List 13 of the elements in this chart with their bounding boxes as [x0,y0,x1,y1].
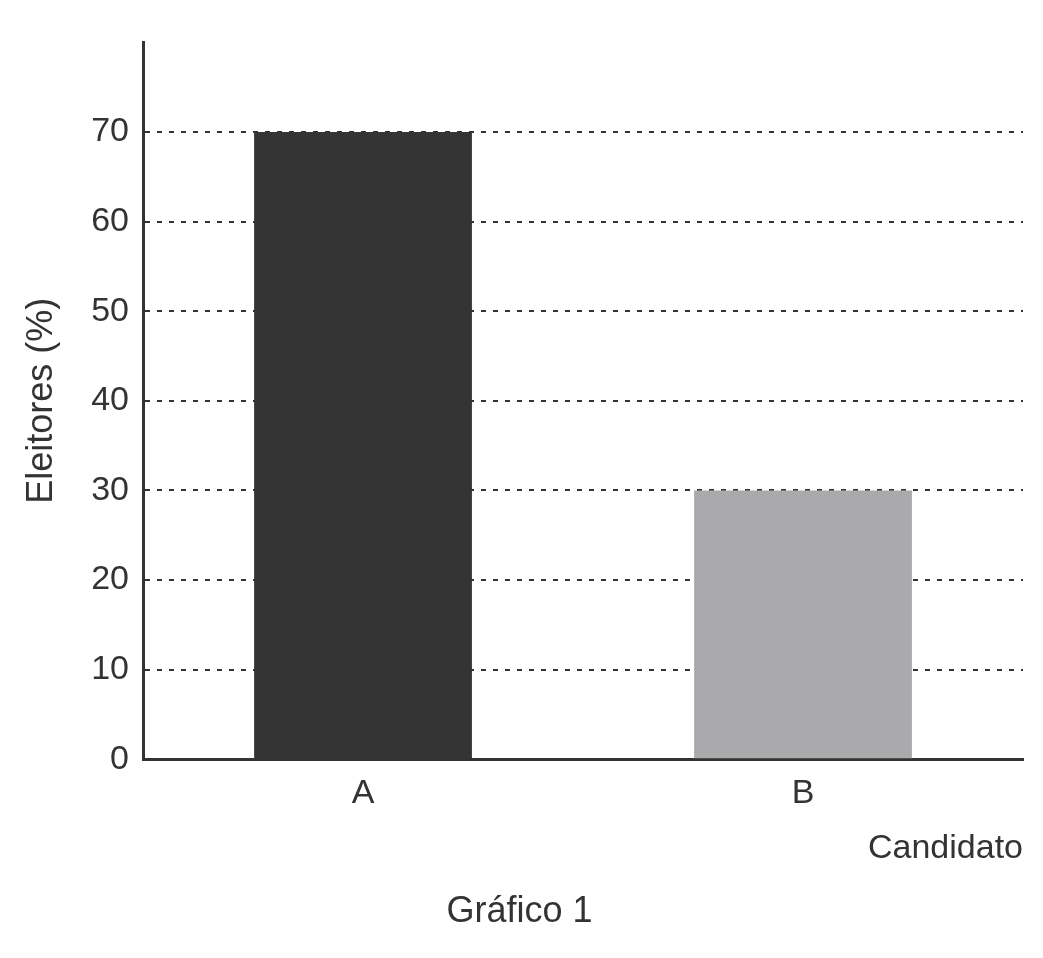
text: Gráfico 1 [446,889,593,931]
x-tick-label: B [791,771,815,810]
y-tick-label: 60 [91,199,130,238]
y-tick-label: 20 [91,558,130,597]
y-tick-label: 50 [91,289,130,328]
y-tick-label: 10 [91,647,130,686]
y-tick-label: 40 [91,379,130,418]
y-tick-label: 0 [110,737,130,776]
x-axis-title: Candidato [867,826,1023,865]
x-tick-label: A [351,771,375,810]
y-axis-title: Eleitores (%) [18,297,60,504]
y-tick-label: 30 [91,468,130,507]
y-tick-label: 70 [91,110,130,149]
